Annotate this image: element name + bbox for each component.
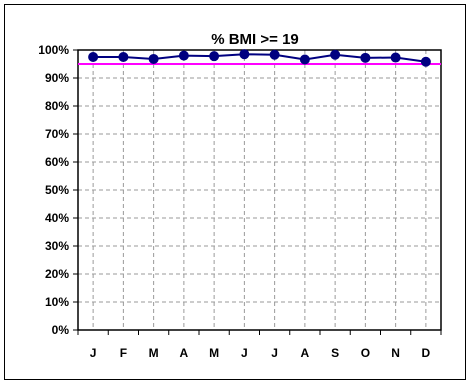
y-tick-label: 70% — [45, 127, 69, 141]
x-tick-label: D — [422, 346, 431, 360]
x-tick-label: A — [301, 346, 310, 360]
y-tick-label: 0% — [52, 323, 70, 337]
x-tick-label: O — [361, 346, 370, 360]
x-tick-label: J — [271, 346, 278, 360]
data-point — [88, 52, 99, 62]
data-point — [118, 52, 129, 62]
y-tick-labels: 0% 10% 20% 30% 40% 50% 60% 70% 80% 90% 100% — [38, 43, 69, 337]
data-point — [239, 49, 250, 60]
data-point — [360, 52, 371, 63]
x-tick-label: J — [241, 346, 248, 360]
data-point — [420, 56, 431, 67]
y-tick-label: 30% — [45, 239, 69, 253]
x-tick-label: M — [149, 346, 159, 360]
y-tick-label: 100% — [38, 43, 69, 57]
data-point — [209, 51, 220, 62]
x-tick-label: A — [180, 346, 189, 360]
gridlines — [78, 50, 441, 330]
x-tick-label: J — [90, 346, 97, 360]
series-markers — [88, 49, 431, 67]
data-point — [299, 54, 310, 65]
y-tick-label: 50% — [45, 183, 69, 197]
data-point — [330, 49, 341, 60]
data-point — [390, 52, 401, 63]
data-point — [148, 53, 159, 64]
x-tick-label: S — [331, 346, 339, 360]
chart-frame — [4, 4, 466, 380]
y-tick-label: 90% — [45, 71, 69, 85]
data-point — [269, 49, 280, 60]
x-tick-label: M — [209, 346, 219, 360]
y-tick-label: 20% — [45, 267, 69, 281]
x-tick-label: F — [120, 346, 127, 360]
y-tick-label: 40% — [45, 211, 69, 225]
y-tick-label: 80% — [45, 99, 69, 113]
data-point — [178, 50, 189, 61]
axes — [73, 49, 442, 335]
series-polyline — [93, 53, 427, 63]
y-tick-label: 60% — [45, 155, 69, 169]
x-tick-label: N — [391, 346, 400, 360]
series-line — [93, 53, 427, 63]
y-tick-label: 10% — [45, 295, 69, 309]
chart-title: % BMI >= 19 — [211, 31, 299, 48]
